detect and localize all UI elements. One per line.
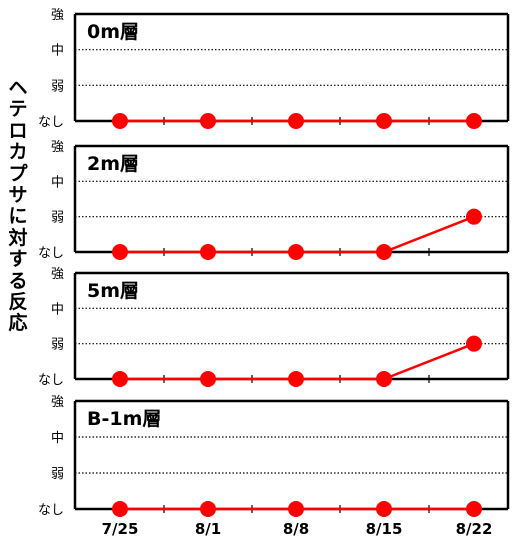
panel-3: なし 弱 中 強 5m層 <box>38 267 508 388</box>
y-tick-label: 弱 <box>51 79 64 94</box>
y-tick-label: 強 <box>51 140 64 155</box>
y-axis-label-char: す <box>4 249 32 270</box>
y-tick-label: なし <box>38 373 64 388</box>
y-tick-label: 中 <box>51 431 64 446</box>
data-point <box>376 501 392 517</box>
data-point <box>200 113 216 129</box>
data-point <box>466 336 482 352</box>
panel-title: 0m層 <box>87 21 139 43</box>
data-point <box>376 113 392 129</box>
y-tick-label: 中 <box>51 302 64 317</box>
data-point <box>376 244 392 260</box>
y-axis-label-char: サ <box>4 185 32 206</box>
y-tick-label: 弱 <box>51 467 64 482</box>
data-point <box>288 501 304 517</box>
x-tick-label: 8/15 <box>366 520 403 538</box>
y-axis-label-char: テ <box>4 99 32 120</box>
y-axis-label-char: 反 <box>4 292 32 313</box>
y-tick-label: 強 <box>51 267 64 282</box>
y-tick-label: なし <box>38 503 64 518</box>
y-tick-label: 強 <box>51 395 64 410</box>
y-tick-label: 弱 <box>51 211 64 226</box>
data-point <box>112 244 128 260</box>
data-point <box>112 371 128 387</box>
y-axis-label-char: カ <box>4 142 32 163</box>
x-tick-label: 7/25 <box>102 520 139 538</box>
data-point <box>288 244 304 260</box>
data-point <box>288 371 304 387</box>
data-point <box>112 113 128 129</box>
y-axis-label: ヘテロカプサに対する反応 <box>4 78 32 335</box>
x-tick-label: 8/1 <box>195 520 221 538</box>
data-point <box>376 371 392 387</box>
panel-title: B-1m層 <box>87 408 161 430</box>
y-tick-label: 中 <box>51 44 64 59</box>
panel-2: なし 弱 中 強 2m層 <box>38 140 508 261</box>
y-tick-label: なし <box>38 115 64 130</box>
panel-4: なし 弱 中 強 B-1m層 <box>38 395 508 518</box>
data-point <box>288 113 304 129</box>
data-point <box>112 501 128 517</box>
y-axis-label-char: ロ <box>4 121 32 142</box>
y-tick-label: 強 <box>51 8 64 23</box>
y-axis-label-char: 応 <box>4 313 32 334</box>
data-point <box>466 501 482 517</box>
y-axis-label-char: 対 <box>4 228 32 249</box>
y-axis-label-char: プ <box>4 164 32 185</box>
data-point <box>466 113 482 129</box>
panel-1: なし 弱 中 強 0m層 <box>38 8 508 130</box>
y-axis-label-char: る <box>4 271 32 292</box>
panel-title: 5m層 <box>87 280 139 302</box>
y-axis-label-char: に <box>4 206 32 227</box>
data-point <box>200 371 216 387</box>
y-tick-label: なし <box>38 246 64 261</box>
x-tick-label: 8/8 <box>283 520 309 538</box>
data-point <box>200 501 216 517</box>
y-axis-label-char: ヘ <box>4 78 32 99</box>
data-point <box>466 209 482 225</box>
x-tick-label: 8/22 <box>456 520 493 538</box>
panel-title: 2m層 <box>87 153 139 175</box>
y-tick-label: 中 <box>51 175 64 190</box>
y-tick-label: 弱 <box>51 338 64 353</box>
data-point <box>200 244 216 260</box>
